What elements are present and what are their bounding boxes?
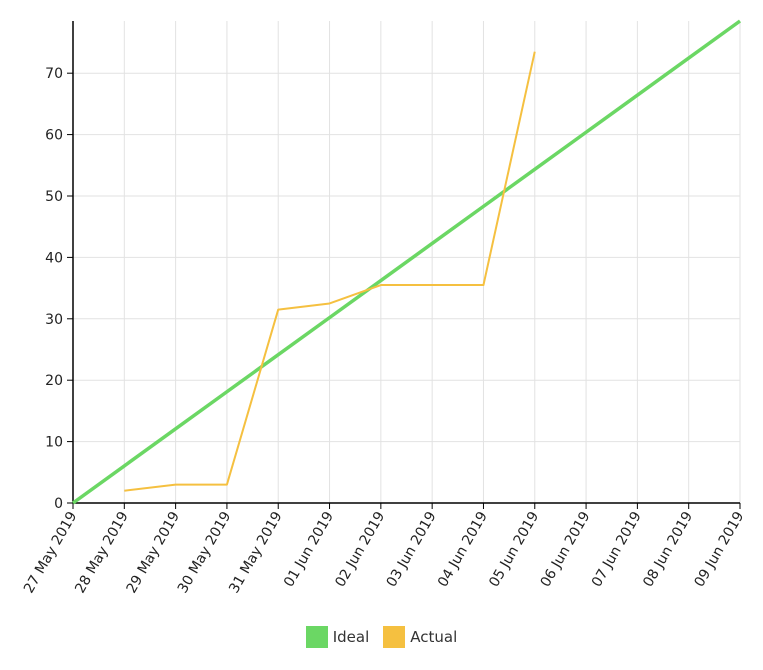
x-tick-label: 27 May 2019	[21, 509, 81, 596]
series-line-ideal	[71, 19, 742, 505]
x-tick-label: 28 May 2019	[72, 509, 132, 596]
x-tick-label: 04 Jun 2019	[435, 509, 491, 590]
y-tick-label: 30	[45, 312, 63, 328]
x-tick-label: 31 May 2019	[226, 509, 286, 596]
legend-label-ideal: Ideal	[332, 628, 370, 646]
legend-swatch-ideal	[305, 626, 328, 648]
x-tick-label: 30 May 2019	[175, 509, 235, 596]
legend-swatch-actual	[383, 626, 406, 648]
series-line-actual	[124, 51, 536, 492]
x-tick-label: 02 Jun 2019	[332, 509, 388, 590]
x-tick-label: 29 May 2019	[124, 509, 184, 596]
y-tick-label: 50	[45, 189, 63, 205]
legend: Ideal Actual	[0, 626, 763, 648]
y-tick-label: 70	[45, 66, 63, 82]
x-tick-label: 08 Jun 2019	[640, 509, 696, 590]
x-tick-label: 01 Jun 2019	[281, 509, 337, 590]
x-tick-label: 06 Jun 2019	[538, 509, 594, 590]
x-tick-label: 05 Jun 2019	[486, 509, 542, 590]
x-tick-label: 07 Jun 2019	[589, 509, 645, 590]
x-tick-label: 03 Jun 2019	[384, 509, 440, 590]
y-tick-label: 10	[45, 435, 63, 451]
y-tick-label: 20	[45, 373, 63, 389]
legend-item-actual[interactable]: Actual	[383, 626, 457, 648]
x-tick-label: 09 Jun 2019	[691, 509, 747, 590]
legend-item-ideal[interactable]: Ideal	[305, 626, 370, 648]
axes	[67, 21, 741, 509]
y-tick-label: 40	[45, 250, 63, 266]
grid	[73, 21, 741, 503]
y-tick-label: 60	[45, 128, 63, 144]
series	[71, 19, 742, 505]
legend-label-actual: Actual	[410, 628, 458, 646]
y-tick-label: 0	[54, 496, 63, 512]
